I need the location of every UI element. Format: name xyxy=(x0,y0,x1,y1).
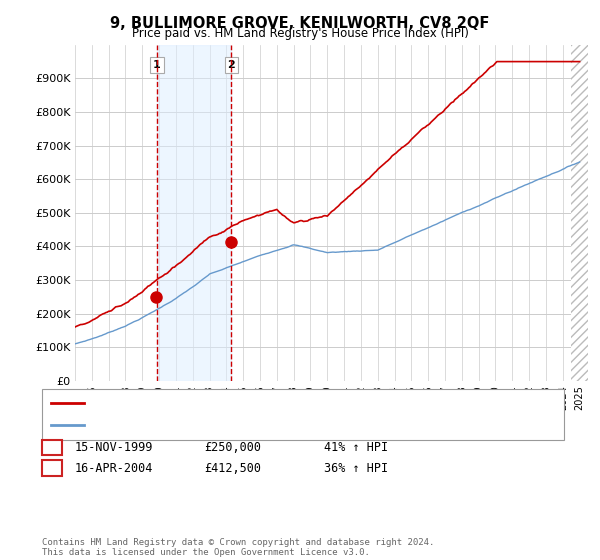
Bar xyxy=(571,45,596,381)
Text: 41% ↑ HPI: 41% ↑ HPI xyxy=(324,441,388,454)
Text: 36% ↑ HPI: 36% ↑ HPI xyxy=(324,461,388,475)
Text: HPI: Average price, detached house, Warwick: HPI: Average price, detached house, Warw… xyxy=(90,421,326,431)
Text: 9, BULLIMORE GROVE, KENILWORTH, CV8 2QF (detached house): 9, BULLIMORE GROVE, KENILWORTH, CV8 2QF … xyxy=(90,398,424,408)
Text: 1: 1 xyxy=(48,442,56,452)
Text: 2: 2 xyxy=(48,463,56,473)
Text: 9, BULLIMORE GROVE, KENILWORTH, CV8 2QF: 9, BULLIMORE GROVE, KENILWORTH, CV8 2QF xyxy=(110,16,490,31)
Text: 1: 1 xyxy=(153,60,161,70)
Text: 2: 2 xyxy=(227,60,235,70)
Text: 15-NOV-1999: 15-NOV-1999 xyxy=(75,441,154,454)
Text: £412,500: £412,500 xyxy=(204,461,261,475)
Text: Contains HM Land Registry data © Crown copyright and database right 2024.
This d: Contains HM Land Registry data © Crown c… xyxy=(42,538,434,557)
Text: 16-APR-2004: 16-APR-2004 xyxy=(75,461,154,475)
Text: Price paid vs. HM Land Registry's House Price Index (HPI): Price paid vs. HM Land Registry's House … xyxy=(131,27,469,40)
Text: £250,000: £250,000 xyxy=(204,441,261,454)
Bar xyxy=(157,45,231,381)
